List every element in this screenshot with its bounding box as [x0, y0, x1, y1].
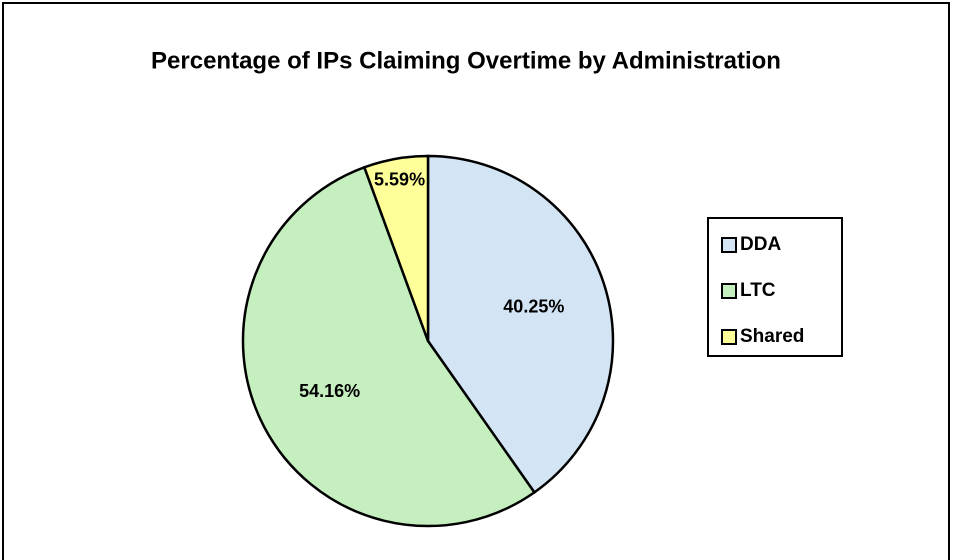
legend-swatch — [721, 329, 737, 345]
pie-slice — [241, 165, 537, 528]
chart-title: Percentage of IPs Claiming Overtime by A… — [151, 47, 781, 74]
legend-swatch — [721, 283, 737, 299]
legend-label: Shared — [740, 326, 804, 347]
pie-slice — [362, 154, 430, 342]
pie-slice — [426, 154, 615, 495]
data-label: 40.25% — [503, 296, 564, 316]
data-label: 54.16% — [299, 381, 360, 401]
legend-label: LTC — [740, 280, 776, 301]
data-label: 5.59% — [374, 169, 425, 189]
legend-label: DDA — [740, 234, 781, 255]
legend-swatch — [721, 237, 737, 253]
